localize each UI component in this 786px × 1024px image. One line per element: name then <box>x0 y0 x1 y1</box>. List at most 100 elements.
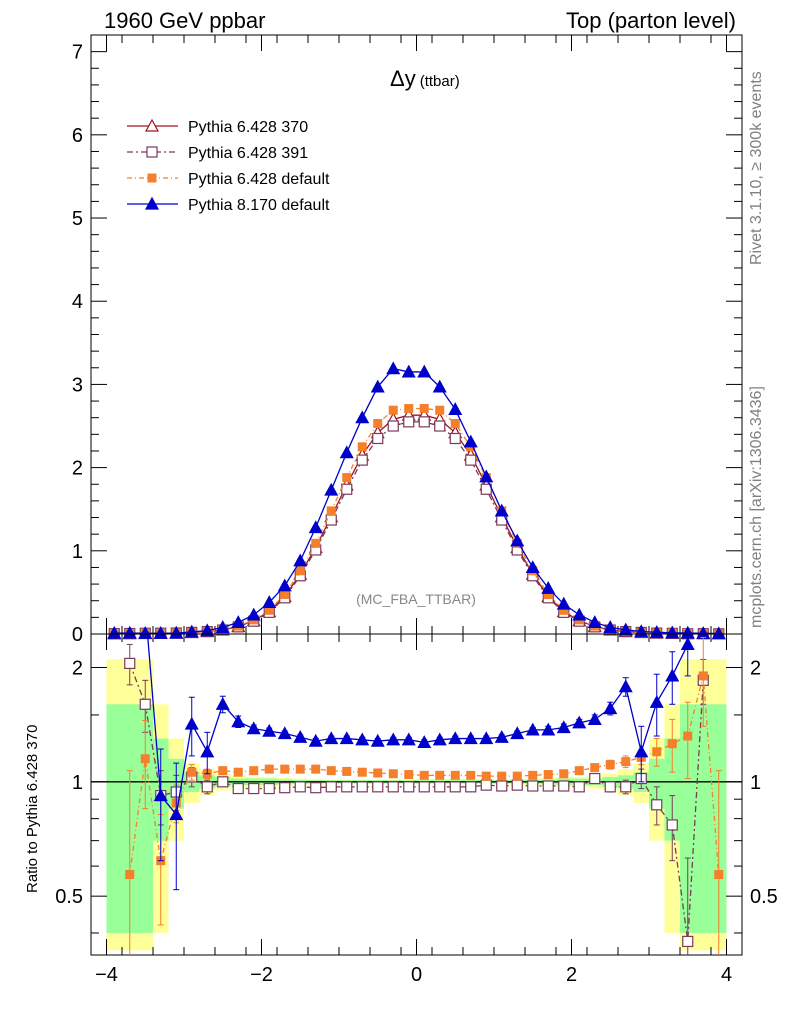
ratio-data-point <box>231 714 246 728</box>
ratio-inner-band <box>695 704 711 933</box>
legend-marker <box>144 118 160 132</box>
main-y-tick-label: 7 <box>72 42 83 64</box>
main-data-point <box>339 445 354 459</box>
main-data-point <box>618 622 633 636</box>
ratio-data-point <box>559 769 569 779</box>
main-data-point <box>450 419 460 429</box>
main-y-tick-label: 4 <box>72 291 83 313</box>
ratio-data-point <box>387 781 399 793</box>
main-data-point <box>308 520 323 534</box>
ratio-data-point <box>232 782 244 795</box>
ratio-data-point <box>217 776 229 788</box>
main-data-point <box>434 420 446 432</box>
ratio-data-point <box>264 764 274 774</box>
ratio-data-point <box>153 788 168 802</box>
ratio-data-point <box>603 701 618 715</box>
ratio-data-point <box>556 720 571 734</box>
main-data-point <box>587 615 602 628</box>
main-data-point <box>153 626 168 639</box>
legend: Pythia 6.428 370 Pythia 6.428 391 Pythia 6… <box>127 118 330 214</box>
legend-marker <box>144 196 160 210</box>
main-data-point <box>324 482 339 496</box>
main-data-point <box>388 405 398 415</box>
ratio-data-point <box>698 671 708 681</box>
ratio-data-point <box>263 782 275 795</box>
legend-entry: Pythia 6.428 391 <box>188 145 308 162</box>
ratio-data-point <box>683 731 693 741</box>
ratio-data-point <box>324 731 339 745</box>
ratio-y-tick-label-right: 0.5 <box>750 886 778 908</box>
main-data-point <box>510 533 525 547</box>
x-tick-label: 4 <box>721 964 732 986</box>
ratio-data-point <box>542 780 554 792</box>
main-y-tick-label: 6 <box>72 125 83 147</box>
x-tick-label: −2 <box>250 964 273 986</box>
ratio-data-point <box>293 730 308 743</box>
ratio-data-point <box>466 770 476 780</box>
legend-marker <box>146 146 158 158</box>
x-tick-label: 2 <box>566 964 577 986</box>
ratio-ticks: 0.5 0.5 1 1 2 2 −4 −2 0 2 4 <box>55 634 778 986</box>
main-data-point <box>357 442 367 452</box>
ratio-data-point <box>435 770 445 780</box>
ratio-data-point <box>543 770 553 780</box>
main-ticks: 0 1 2 3 4 5 6 7 <box>72 34 743 646</box>
ratio-data-point <box>558 780 570 792</box>
main-data-point <box>356 454 368 466</box>
ratio-data-point <box>356 781 368 793</box>
ratio-data-point <box>667 739 677 749</box>
main-data-point <box>355 410 370 424</box>
ratio-data-point <box>357 767 367 777</box>
ratio-data-point <box>403 781 415 793</box>
main-data-point <box>665 625 680 639</box>
ratio-data-point <box>246 721 261 735</box>
ratio-y-tick-label: 2 <box>72 657 83 679</box>
ratio-data-point <box>388 769 398 779</box>
main-series-line <box>114 367 719 635</box>
ratio-series-clipped <box>124 634 724 955</box>
main-y-tick-label: 5 <box>72 208 83 230</box>
main-data-point <box>541 580 556 594</box>
ratio-data-point <box>310 782 322 794</box>
main-data-point <box>122 625 137 639</box>
ratio-data-point <box>497 771 507 781</box>
main-data-point <box>246 607 261 621</box>
main-data-point <box>649 625 664 638</box>
main-data-point <box>373 419 383 429</box>
ratio-series <box>124 634 724 955</box>
main-data-point <box>449 432 461 445</box>
ratio-inner-band <box>649 758 665 809</box>
main-data-point <box>418 416 430 428</box>
ratio-data-point <box>714 870 724 880</box>
ratio-data-point <box>125 870 135 880</box>
x-tick-label: 0 <box>411 964 422 986</box>
main-data-point <box>401 364 416 378</box>
ratio-data-point <box>248 782 260 795</box>
ratio-data-point <box>139 698 151 710</box>
main-data-point <box>403 416 415 428</box>
ratio-data-point <box>494 730 509 743</box>
main-data-point <box>465 454 477 466</box>
ratio-data-point <box>342 766 352 776</box>
ratio-data-point <box>218 766 228 776</box>
mcplots-label: mcplots.cern.ch [arXiv:1306.3436] <box>748 386 765 628</box>
ratio-data-point <box>200 744 215 758</box>
ratio-data-point <box>527 780 539 792</box>
main-data-point <box>404 404 414 414</box>
ratio-bands <box>91 659 742 951</box>
ratio-data-point <box>512 771 522 781</box>
ratio-data-point <box>140 754 150 764</box>
ratio-data-point <box>326 766 336 776</box>
main-data-point <box>325 514 337 526</box>
main-data-point <box>311 538 321 548</box>
ratio-data-point <box>419 770 429 780</box>
ratio-data-point <box>511 779 523 791</box>
legend-entry: Pythia 6.428 370 <box>188 119 308 136</box>
ratio-data-point <box>528 770 538 780</box>
main-panel: 0 1 2 3 4 5 6 7 Δy (ttbar) (MC_FBA_TTBAR) Pythia… <box>72 34 743 646</box>
ratio-data-point <box>432 732 447 746</box>
analysis-annotation: (MC_FBA_TTBAR) <box>356 591 476 607</box>
main-data-point <box>417 364 432 378</box>
main-data-point <box>525 560 540 574</box>
header-right: Top (parton level) <box>566 8 736 33</box>
